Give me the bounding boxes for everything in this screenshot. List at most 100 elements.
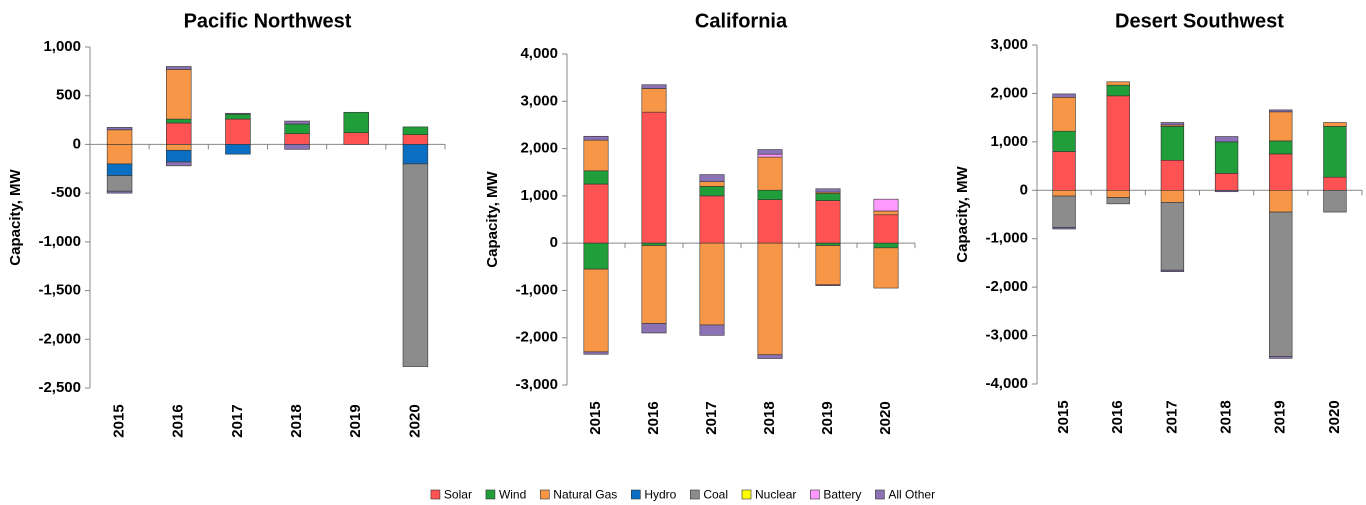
y-tick-label: -2,000 — [515, 329, 558, 346]
chart-title: Desert Southwest — [1115, 10, 1284, 32]
y-tick-label: -2,500 — [38, 379, 81, 396]
x-tick-label: 2016 — [1109, 400, 1126, 433]
legend-swatch — [430, 489, 441, 500]
bar-segment — [1214, 173, 1239, 191]
chart-title: California — [695, 10, 788, 32]
bar-segment — [1106, 189, 1130, 198]
y-tick-label: 2,000 — [990, 84, 1028, 101]
bar-segment — [699, 195, 725, 244]
bar-segment — [757, 199, 783, 244]
y-tick-label: 4,000 — [520, 45, 558, 62]
bar-segment — [873, 214, 899, 244]
bar-segment — [757, 354, 783, 359]
bar-segment — [225, 113, 251, 120]
bar-segment — [815, 242, 841, 246]
bar-segment — [1214, 136, 1239, 143]
x-tick-label: 2019 — [1272, 400, 1289, 433]
x-tick-label: 2019 — [819, 401, 836, 434]
bar-segment — [1269, 189, 1293, 213]
y-tick-label: -1,000 — [515, 281, 558, 298]
bar-segment — [1106, 95, 1130, 191]
x-tick-label: 2020 — [406, 404, 423, 437]
bar-segment — [1323, 176, 1347, 191]
y-tick-label: -2,000 — [985, 278, 1028, 295]
bar-segment — [1269, 211, 1293, 357]
legend-label: Solar — [444, 488, 472, 502]
bar-segment — [583, 268, 609, 353]
bar-segment — [106, 127, 133, 131]
y-tick-label: 1,000 — [520, 187, 558, 204]
bar-segment — [757, 156, 783, 191]
x-tick-label: 2017 — [703, 401, 720, 434]
bar-segment — [402, 126, 429, 135]
y-tick-label: -500 — [51, 184, 81, 201]
y-tick-label: 500 — [56, 87, 81, 104]
legend-label: Natural Gas — [553, 488, 617, 502]
bar-segment — [1052, 151, 1076, 191]
bar-segment — [583, 242, 609, 270]
legend-label: All Other — [888, 488, 935, 502]
bar-segment — [1214, 141, 1239, 174]
bar-segment — [815, 245, 841, 286]
bar-segment — [1269, 140, 1293, 155]
bar-segment — [1269, 356, 1293, 359]
bar-segment — [343, 132, 369, 145]
x-tick-label: 2016 — [170, 404, 187, 437]
bar-segment — [873, 242, 899, 249]
bar-segment — [284, 133, 310, 145]
x-tick-label: 2015 — [1055, 400, 1072, 433]
bar-segment — [1269, 153, 1293, 191]
bar-segment — [699, 186, 725, 197]
legend-label: Wind — [499, 488, 526, 502]
x-tick-label: 2020 — [877, 401, 894, 434]
bar-segment — [1052, 93, 1076, 98]
bar-segment — [1052, 97, 1076, 132]
bar-segment — [225, 112, 251, 115]
bar-segment — [106, 175, 133, 192]
bar-segment — [402, 134, 429, 145]
legend-swatch — [690, 489, 700, 500]
bar-segment — [225, 144, 251, 155]
bar-segment — [106, 129, 133, 145]
y-tick-label: -3,000 — [985, 327, 1028, 344]
x-tick-label: 2017 — [1163, 400, 1180, 433]
bar-segment — [641, 245, 667, 324]
bar-segment — [106, 144, 133, 165]
bar-segment — [873, 198, 899, 212]
bar-segment — [1160, 189, 1185, 203]
bar-segment — [699, 324, 725, 336]
bar-segment — [166, 122, 192, 145]
bar-segment — [815, 284, 841, 286]
bar-segment — [166, 69, 192, 120]
bar-segment — [1106, 84, 1130, 97]
bar-segment — [225, 118, 251, 145]
bar-segment — [815, 193, 841, 201]
bar-segment — [1160, 126, 1185, 161]
bar-segment — [1160, 202, 1185, 271]
bar-segment — [343, 111, 369, 134]
x-tick-label: 2018 — [761, 401, 778, 434]
legend-label: Battery — [823, 488, 861, 502]
bar-segment — [583, 183, 609, 244]
bar-segment — [284, 120, 310, 125]
y-tick-label: -2,000 — [38, 330, 81, 347]
bar-segment — [757, 242, 783, 356]
y-axis-label: Capacity, MW — [7, 168, 24, 265]
y-tick-label: 0 — [550, 234, 558, 251]
bar-segment — [583, 170, 609, 185]
bar-segment — [284, 144, 310, 150]
bar-segment — [641, 88, 667, 113]
bar-segment — [402, 144, 429, 165]
y-tick-label: 1,000 — [990, 133, 1028, 150]
bar-segment — [815, 188, 841, 193]
legend-label: Nuclear — [755, 488, 796, 502]
x-tick-label: 2017 — [229, 404, 246, 437]
bar-segment — [284, 123, 310, 135]
bar-segment — [106, 163, 133, 176]
bar-segment — [106, 190, 133, 194]
bar-segment — [1323, 126, 1347, 178]
bar-segment — [402, 163, 429, 367]
bar-segment — [1160, 269, 1185, 272]
legend-label: Hydro — [644, 488, 676, 502]
bar-segment — [1160, 122, 1185, 126]
